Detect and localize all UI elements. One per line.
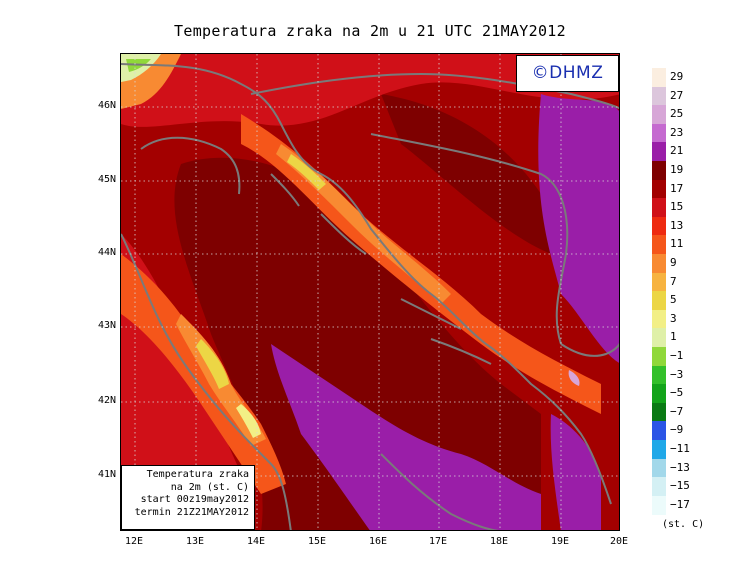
legend-label: −15 <box>670 479 690 493</box>
info-line-3: start 00z19may2012 <box>140 494 249 505</box>
lon-label-14e: 14E <box>246 536 266 547</box>
lat-label-42n: 42N <box>97 395 116 406</box>
legend-swatch <box>652 309 666 329</box>
legend-units: (st. C) <box>662 519 705 530</box>
legend-label: 1 <box>670 330 677 344</box>
lat-label-44n: 44N <box>97 247 116 258</box>
legend-swatch <box>652 142 666 162</box>
legend-swatch <box>652 254 666 274</box>
lat-label-46n: 46N <box>97 100 116 111</box>
legend-swatch <box>652 458 666 478</box>
legend-label: 13 <box>670 218 684 232</box>
legend-label: 11 <box>670 237 684 251</box>
lon-label-17e: 17E <box>428 536 448 547</box>
legend-label: −11 <box>670 442 690 455</box>
legend-swatch <box>652 123 666 143</box>
field-5-italy <box>196 339 229 389</box>
legend-label: 9 <box>670 256 677 269</box>
legend-swatch <box>652 161 666 181</box>
legend-swatch <box>652 495 666 515</box>
field-19b <box>381 94 551 254</box>
info-line-1: Temperatura zraka <box>146 469 249 480</box>
lon-label-12e: 12E <box>124 536 144 547</box>
legend-swatch <box>652 198 666 218</box>
legend-label: 5 <box>670 293 677 307</box>
legend-label: 27 <box>670 88 684 102</box>
legend-swatch <box>652 365 666 385</box>
legend-label: 25 <box>670 107 684 121</box>
field-21-south <box>271 344 541 530</box>
legend-swatch <box>652 440 666 460</box>
field-15-north <box>121 54 619 127</box>
field-21-alb <box>550 414 601 530</box>
legend-swatch <box>652 402 666 422</box>
legend-label: 23 <box>670 125 684 139</box>
legend-label: 7 <box>670 274 677 288</box>
legend-label: 21 <box>670 144 684 158</box>
legend-label: 3 <box>670 311 677 325</box>
lat-label-43n: 43N <box>97 320 116 331</box>
legend-swatch <box>652 105 666 125</box>
field-3-italy <box>236 404 261 438</box>
lat-label-41n: 41N <box>97 469 116 480</box>
map-title: Temperatura zraka na 2m u 21 UTC 21MAY20… <box>174 22 566 40</box>
info-line-2: na 2m (st. C) <box>170 481 249 493</box>
legend-swatch <box>652 216 666 236</box>
legend-label: 29 <box>670 70 684 83</box>
legend-swatch <box>652 272 666 292</box>
legend-label: −7 <box>670 404 684 418</box>
legend-swatch <box>652 179 666 199</box>
legend-label: 17 <box>670 181 684 195</box>
coastlines <box>121 63 619 530</box>
lon-label-16e: 16E <box>368 536 388 547</box>
legend-swatch <box>652 291 666 311</box>
field-23-spot <box>568 370 580 386</box>
legend-swatch <box>652 477 666 497</box>
info-line-4: termin 21Z21MAY2012 <box>134 506 249 518</box>
legend-label: 15 <box>670 200 684 214</box>
dhmz-logo: ©DHMZ <box>516 55 619 92</box>
info-box: Temperatura zraka na 2m (st. C) start 00… <box>121 465 255 530</box>
field-21-east <box>538 94 619 363</box>
temperature-map[interactable] <box>120 53 620 531</box>
legend-label: −1 <box>670 349 684 362</box>
legend-label: −13 <box>670 460 690 474</box>
legend-label: −9 <box>670 423 684 437</box>
lon-label-19e: 19E <box>550 536 570 547</box>
legend-swatch <box>652 328 666 348</box>
legend-label: −17 <box>670 497 690 511</box>
lon-label-18e: 18E <box>489 536 509 547</box>
legend-label: −5 <box>670 386 684 400</box>
lon-label-15e: 15E <box>307 536 327 547</box>
legend-swatch <box>652 347 666 367</box>
legend-label: 19 <box>670 163 684 176</box>
field-5-dinaric <box>287 154 326 190</box>
legend-swatch <box>652 68 666 88</box>
lat-lon-grid <box>121 54 619 530</box>
lon-label-13e: 13E <box>185 536 205 547</box>
legend-swatch <box>652 421 666 441</box>
legend-swatch <box>652 86 666 106</box>
lat-label-45n: 45N <box>97 174 116 185</box>
legend-swatch <box>652 235 666 255</box>
lon-label-20e: 20E <box>609 536 629 547</box>
legend-label: −3 <box>670 367 684 381</box>
legend-swatch <box>652 384 666 404</box>
